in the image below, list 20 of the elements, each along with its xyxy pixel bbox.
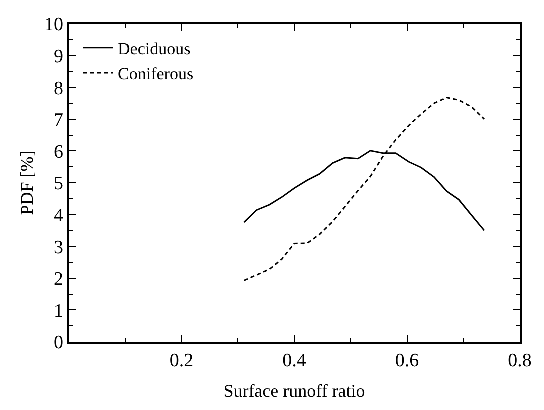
- y-tick-label: 5: [54, 174, 64, 195]
- y-tick-label: 1: [54, 300, 64, 322]
- y-tick-label: 4: [54, 205, 64, 226]
- y-tick-label: 2: [54, 269, 64, 290]
- y-axis-title: PDF [%]: [17, 150, 38, 216]
- x-axis-title: Surface runoff ratio: [224, 381, 366, 402]
- y-tick-label: 8: [54, 78, 64, 100]
- legend-label: Deciduous: [118, 40, 191, 59]
- x-tick-label: 0.8: [508, 350, 532, 372]
- line-series: [244, 97, 486, 282]
- y-tick-label: 0: [54, 332, 64, 354]
- legend-label: Coniferous: [118, 64, 194, 84]
- x-tick-label: 0.6: [395, 350, 420, 372]
- y-tick-label: 6: [54, 142, 64, 163]
- y-tick-label: 9: [54, 46, 64, 68]
- y-tick-label: 3: [54, 237, 64, 258]
- y-tick-label: 10: [44, 14, 64, 36]
- y-tick-label: 7: [54, 110, 64, 132]
- x-tick-label: 0.4: [282, 350, 307, 372]
- x-tick-label: 0.2: [170, 350, 194, 372]
